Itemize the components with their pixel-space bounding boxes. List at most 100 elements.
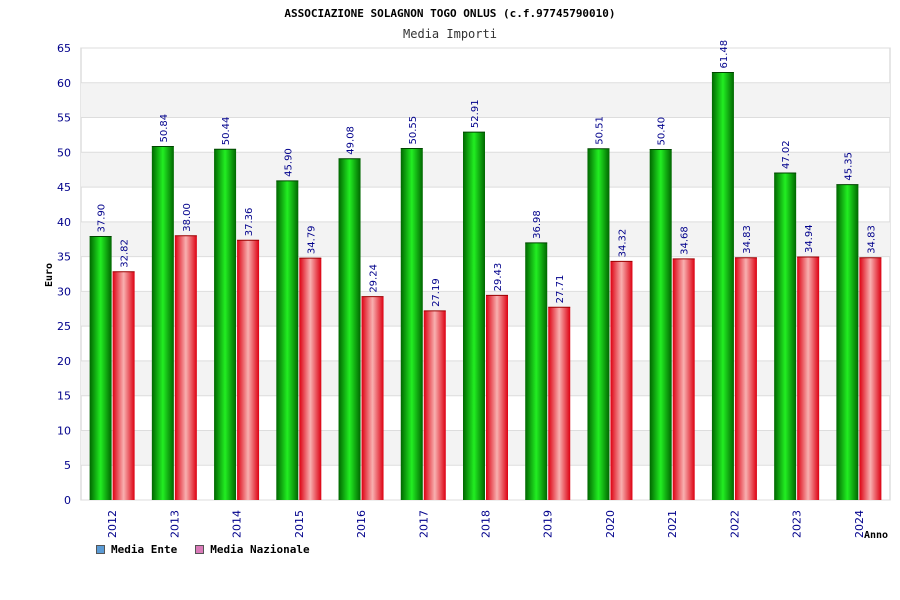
legend-label-media-ente: Media Ente xyxy=(111,543,178,556)
y-tick-label: 35 xyxy=(57,251,71,264)
legend-item-media-nazionale: Media Nazionale xyxy=(195,543,310,556)
value-label: 50.51 xyxy=(594,116,605,145)
value-label: 47.02 xyxy=(781,140,792,169)
x-axis: 2012 2013 2014 2015 2016 2017 2018 2019 2020 2021… xyxy=(106,510,866,538)
x-tick-label: 2014 xyxy=(231,510,244,538)
bar-media-nazionale-2017 xyxy=(423,310,446,500)
bar-media-ente-2024 xyxy=(836,184,859,501)
x-tick-label: 2022 xyxy=(728,510,741,538)
y-tick-label: 5 xyxy=(64,459,71,472)
grid-band xyxy=(81,291,890,327)
y-tick-label: 40 xyxy=(57,216,71,229)
grid-band xyxy=(81,152,890,188)
y-tick-label: 65 xyxy=(57,42,71,55)
bar-media-nazionale-2016 xyxy=(361,296,384,500)
grid-band xyxy=(81,430,890,466)
value-label: 29.24 xyxy=(369,264,380,293)
value-label: 38.00 xyxy=(182,203,193,232)
bar-media-ente-2023 xyxy=(774,173,797,500)
x-tick-label: 2017 xyxy=(417,510,430,538)
bar-media-ente-2013 xyxy=(151,146,174,500)
x-tick-label: 2018 xyxy=(480,510,493,538)
x-axis-label: Anno xyxy=(864,530,888,541)
x-tick-label: 2020 xyxy=(604,510,617,538)
value-label: 37.90 xyxy=(97,204,108,233)
bar-media-nazionale-2019 xyxy=(548,307,571,500)
y-tick-label: 10 xyxy=(57,424,71,437)
bar-media-nazionale-2012 xyxy=(112,271,135,500)
bar-media-nazionale-2022 xyxy=(734,257,757,500)
grid-band xyxy=(81,221,890,257)
legend-label-media-nazionale: Media Nazionale xyxy=(210,543,310,556)
bars xyxy=(89,71,882,501)
chart-subtitle: Media Importi xyxy=(403,27,497,41)
value-label: 37.36 xyxy=(244,208,255,237)
x-tick-label: 2012 xyxy=(106,510,119,538)
bar-media-ente-2017 xyxy=(400,148,423,500)
value-label: 45.90 xyxy=(283,148,294,177)
value-label: 50.40 xyxy=(657,117,668,146)
bar-media-ente-2021 xyxy=(649,149,672,500)
value-label: 29.43 xyxy=(493,263,504,292)
y-tick-label: 15 xyxy=(57,390,71,403)
value-label: 34.68 xyxy=(680,226,691,255)
bar-media-nazionale-2018 xyxy=(486,295,508,500)
bar-media-ente-2020 xyxy=(587,148,610,500)
value-label: 27.71 xyxy=(555,275,566,304)
y-tick-label: 0 xyxy=(64,494,71,507)
value-label: 34.83 xyxy=(742,225,753,254)
y-tick-label: 25 xyxy=(57,320,71,333)
chart-title: ASSOCIAZIONE SOLAGNON TOGO ONLUS (c.f.97… xyxy=(284,7,615,20)
bar-media-ente-2022 xyxy=(711,72,734,500)
bar-media-ente-2012 xyxy=(89,236,112,501)
x-tick-label: 2016 xyxy=(355,510,368,538)
x-tick-label: 2015 xyxy=(293,510,306,538)
value-label: 34.83 xyxy=(866,225,877,254)
value-label: 50.84 xyxy=(159,114,170,143)
bar-media-ente-2015 xyxy=(276,180,299,500)
bar-media-ente-2014 xyxy=(214,149,237,501)
legend-item-media-ente: Media Ente xyxy=(96,543,177,556)
bar-media-ente-2016 xyxy=(338,158,361,500)
legend-swatch-media-nazionale xyxy=(195,545,205,554)
value-label: 50.44 xyxy=(221,117,232,146)
value-labels: 37.90 32.82 50.84 38.00 50.44 37.36 45.90 34.79… xyxy=(97,40,878,307)
value-label: 49.08 xyxy=(346,126,357,155)
bar-media-nazionale-2015 xyxy=(299,258,322,500)
bar-media-nazionale-2023 xyxy=(797,257,820,500)
value-label: 27.19 xyxy=(431,278,442,307)
value-label: 34.94 xyxy=(804,224,815,253)
bar-media-ente-2019 xyxy=(525,242,548,500)
grid-band xyxy=(81,82,890,118)
x-tick-label: 2021 xyxy=(666,510,679,538)
value-label: 36.98 xyxy=(532,210,543,239)
x-tick-label: 2019 xyxy=(542,510,555,538)
value-label: 34.32 xyxy=(617,229,628,258)
y-axis-label: Euro xyxy=(44,263,55,287)
bar-media-nazionale-2014 xyxy=(237,240,260,500)
y-tick-label: 50 xyxy=(57,146,71,159)
legend-swatch-media-ente xyxy=(96,545,105,554)
value-label: 52.91 xyxy=(470,99,481,128)
bar-media-nazionale-2024 xyxy=(859,257,882,500)
legend: Media Ente Media Nazionale xyxy=(96,543,310,556)
bar-media-nazionale-2020 xyxy=(610,261,633,500)
plot-background xyxy=(80,47,891,501)
x-tick-label: 2023 xyxy=(791,510,804,538)
bar-media-ente-2018 xyxy=(463,132,485,500)
y-tick-label: 30 xyxy=(57,285,71,298)
value-label: 61.48 xyxy=(719,40,730,69)
y-tick-label: 55 xyxy=(57,112,71,125)
value-label: 34.79 xyxy=(306,225,317,254)
y-axis: 0 5 10 15 20 25 30 35 40 45 50 55 60 65 xyxy=(57,42,71,507)
x-tick-label: 2013 xyxy=(168,510,181,538)
x-tick-label: 2024 xyxy=(853,510,866,538)
y-tick-label: 60 xyxy=(57,77,71,90)
y-tick-label: 45 xyxy=(57,181,71,194)
bar-media-nazionale-2021 xyxy=(672,258,695,500)
value-label: 32.82 xyxy=(120,239,131,268)
value-label: 45.35 xyxy=(843,152,854,181)
value-label: 50.55 xyxy=(408,116,419,145)
bar-media-nazionale-2013 xyxy=(174,235,197,500)
